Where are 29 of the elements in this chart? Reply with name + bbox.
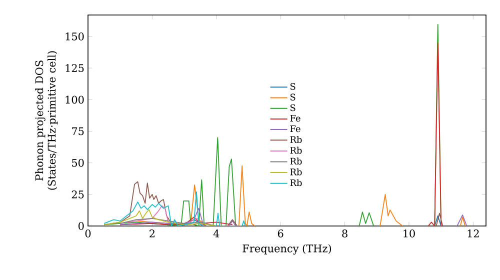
- x-tick-label: 8: [342, 230, 348, 238]
- y-tick-label: 75: [72, 127, 84, 136]
- legend-label: S: [290, 83, 296, 90]
- x-tick-label: 2: [150, 230, 154, 238]
- legend-label: Fe: [290, 114, 300, 122]
- x-tick-label: 12: [468, 230, 479, 238]
- legend-label: S: [290, 94, 296, 100]
- x-tick-label: 10: [404, 230, 415, 238]
- x-tick-label: 4: [213, 230, 220, 238]
- y-tick-label: 100: [66, 96, 84, 104]
- y-tick-label: 25: [72, 190, 84, 198]
- y-tick-label: 150: [66, 32, 84, 40]
- legend-label: Fe: [290, 125, 300, 132]
- line-series: [104, 191, 246, 226]
- y-tick-label: 50: [72, 158, 84, 167]
- y-axis-title: Phonon projected DOS (States/THz·primitive cell): [35, 51, 58, 190]
- legend-label: Rb: [290, 168, 302, 176]
- legend-label: S: [290, 104, 296, 112]
- x-axis-title: Frequency (THz): [242, 244, 332, 255]
- x-tick-label: 0: [85, 230, 91, 238]
- y-tick-label: 0: [78, 222, 84, 230]
- x-tick-label: 6: [278, 230, 284, 238]
- line-series: [120, 218, 217, 226]
- line-series: [104, 209, 217, 226]
- legend-label: Rb: [290, 136, 302, 143]
- legend-label: Rb: [290, 158, 302, 165]
- legend-label: Rb: [290, 146, 302, 154]
- legend-label: Rb: [290, 179, 302, 186]
- y-tick-label: 125: [66, 64, 84, 72]
